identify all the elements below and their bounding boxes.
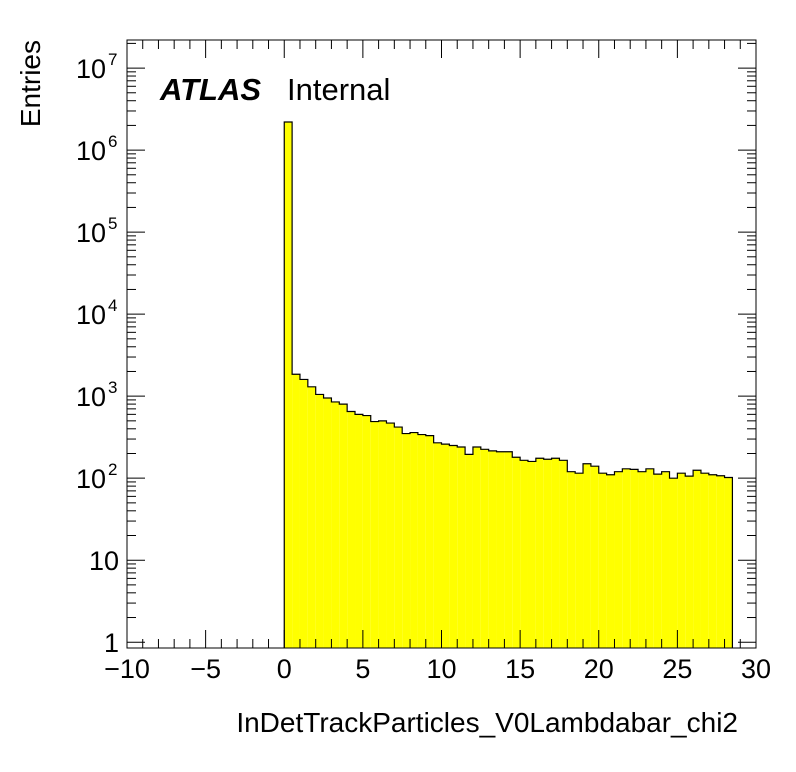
x-tick-label: 5	[355, 654, 370, 684]
histogram-bar	[315, 394, 324, 648]
histogram-bar	[370, 421, 379, 648]
histogram-bar	[362, 415, 371, 648]
histogram-bar	[590, 466, 599, 648]
atlas-label: ATLAS	[159, 72, 261, 107]
histogram-bar	[433, 442, 442, 648]
y-tick-exponent: 3	[108, 378, 117, 397]
histogram-bar	[410, 432, 418, 648]
histogram-bar	[339, 404, 348, 648]
y-tick-label: 10	[89, 546, 119, 576]
histogram-bar	[520, 460, 528, 648]
histogram-bar	[512, 457, 521, 648]
x-tick-label: 10	[426, 654, 456, 684]
x-tick-label: 25	[662, 654, 692, 684]
histogram-bar	[284, 122, 293, 648]
y-tick-label: 10	[76, 382, 106, 412]
histogram-bar	[700, 473, 709, 648]
histogram-bar	[551, 458, 560, 648]
histogram-bar	[472, 446, 481, 648]
histogram-bar	[496, 451, 505, 648]
histogram-bar	[488, 450, 497, 648]
histogram-bar	[567, 471, 576, 648]
histogram-bar	[527, 461, 536, 648]
y-tick-label: 10	[76, 54, 106, 84]
y-tick-label: 10	[76, 218, 106, 248]
internal-label: Internal	[287, 72, 390, 107]
histogram-bar	[402, 433, 411, 648]
histogram-bars	[283, 121, 734, 648]
y-tick-exponent: 6	[108, 132, 117, 151]
histogram-bar	[425, 435, 434, 648]
axis-ticks	[126, 40, 757, 648]
histogram-bar	[606, 474, 615, 648]
histogram-bar	[645, 468, 654, 648]
histogram-bar	[638, 471, 646, 648]
histogram-bar	[299, 379, 308, 648]
y-tick-exponent: 7	[108, 50, 117, 69]
x-tick-label: −5	[190, 654, 221, 684]
y-tick-label: 10	[76, 300, 106, 330]
histogram-bar	[449, 445, 458, 648]
histogram-bar	[331, 401, 340, 648]
histogram-bar	[417, 434, 426, 648]
histogram-bar	[724, 477, 733, 648]
histogram-bar	[559, 460, 568, 648]
histogram-bar	[355, 414, 363, 648]
histogram-bar	[630, 469, 639, 648]
plot-frame	[126, 39, 757, 649]
histogram-bar	[716, 475, 725, 648]
histogram-bar	[307, 386, 316, 648]
histogram-bar	[480, 449, 489, 648]
histogram-bar	[708, 474, 717, 648]
histogram-bar	[622, 468, 631, 648]
histogram-bar	[535, 458, 544, 648]
histogram-bar	[394, 427, 403, 648]
y-tick-label: 10	[76, 464, 106, 494]
histogram-bar	[598, 473, 607, 648]
histogram-bar	[583, 463, 591, 648]
x-tick-label: 15	[505, 654, 535, 684]
histogram-bar	[693, 470, 701, 648]
histogram-bar	[661, 471, 670, 648]
x-tick-label: 20	[584, 654, 614, 684]
y-tick-exponent: 5	[108, 214, 117, 233]
histogram-bar	[292, 374, 300, 648]
x-tick-label: 30	[741, 654, 771, 684]
histogram-bar	[347, 411, 356, 648]
histogram-bar	[614, 471, 623, 648]
histogram-outline	[283, 121, 734, 648]
x-tick-label: −10	[104, 654, 150, 684]
y-tick-exponent: 4	[108, 296, 117, 315]
y-tick-label: 1	[104, 628, 119, 658]
histogram-bar	[465, 454, 473, 648]
histogram-bar	[685, 476, 694, 648]
histogram-bar	[323, 397, 332, 648]
histogram-bar	[543, 459, 552, 648]
y-axis-label: Entries	[15, 40, 46, 127]
x-tick-label: 0	[277, 654, 292, 684]
histogram-bar	[504, 451, 513, 648]
histogram-bar	[441, 444, 450, 648]
histogram-bar	[653, 474, 662, 648]
x-axis-label: InDetTrackParticles_V0Lambdabar_chi2	[236, 707, 738, 738]
x-tick-labels: −10 −5 0 5 10 15 20 25 30	[104, 654, 771, 684]
histogram-bar	[386, 423, 395, 648]
y-tick-exponent: 2	[108, 460, 117, 479]
histogram-bar	[457, 446, 466, 648]
histogram-bar	[677, 473, 686, 648]
histogram-bar	[669, 478, 678, 648]
y-tick-label: 10	[76, 136, 106, 166]
histogram-bar	[378, 420, 387, 648]
histogram-bar	[575, 473, 584, 648]
